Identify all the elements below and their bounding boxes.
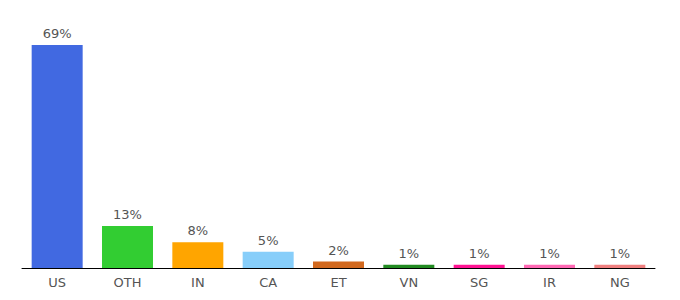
svg-text:IR: IR	[543, 275, 556, 290]
svg-text:2%: 2%	[328, 243, 349, 258]
svg-text:5%: 5%	[258, 233, 279, 248]
svg-text:69%: 69%	[43, 26, 72, 41]
svg-text:13%: 13%	[113, 207, 142, 222]
svg-text:1%: 1%	[469, 246, 490, 261]
svg-text:1%: 1%	[399, 246, 420, 261]
svg-text:8%: 8%	[188, 223, 209, 238]
svg-text:1%: 1%	[539, 246, 560, 261]
svg-text:US: US	[48, 275, 66, 290]
svg-text:ET: ET	[330, 275, 346, 290]
svg-text:CA: CA	[259, 275, 277, 290]
svg-text:NG: NG	[610, 275, 630, 290]
svg-text:OTH: OTH	[114, 275, 142, 290]
svg-text:IN: IN	[191, 275, 205, 290]
svg-text:SG: SG	[470, 275, 488, 290]
svg-text:1%: 1%	[610, 246, 631, 261]
svg-text:VN: VN	[400, 275, 419, 290]
